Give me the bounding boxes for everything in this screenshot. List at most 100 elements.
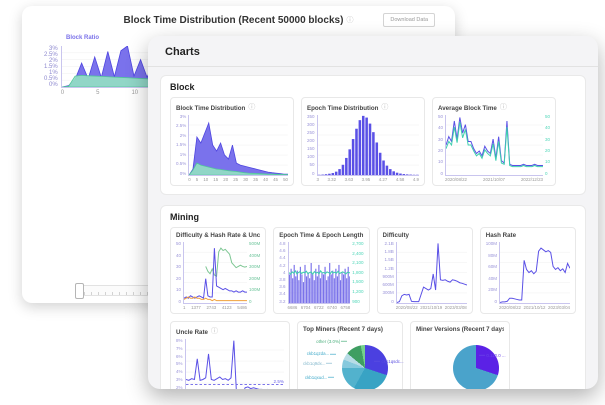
- pie-label: ckb1q9dx...: [303, 361, 332, 366]
- x-axis-label: 2020/08/22: [445, 176, 467, 182]
- x-axis-label: 15: [213, 176, 219, 182]
- y-axis-labels: 3% 2.5% 2% 1.5% 1% 0.5% 0%: [176, 114, 188, 176]
- y-axis-label: 500M: [248, 241, 261, 246]
- y-axis-labels: 8%7%6%5%4%3%2%1%0%: [176, 338, 185, 389]
- chart-card-title: Uncle Rate ⓘ: [176, 328, 218, 336]
- y-axis-label: 30: [544, 136, 550, 142]
- y-axis-label: 50: [176, 241, 182, 246]
- chart-card[interactable]: Difficulty 2.1B 1.8B 1.5B 1.2B 900M 600M 300M 0 2…: [376, 227, 473, 314]
- y-axis-labels: 50 40 30 20 10 0: [176, 241, 183, 304]
- info-icon[interactable]: ⓘ: [499, 104, 507, 111]
- pie-label: ckb1qxud...: [305, 375, 334, 380]
- x-axis-labels: 2020/08/22 2021/10/12 2023/03/04: [499, 304, 570, 310]
- slider-handle[interactable]: [75, 283, 84, 299]
- y-axis-label: 250: [307, 130, 315, 136]
- x-axis-label: 6758: [340, 304, 351, 310]
- y-axis-labels: 350 300 250 200 150 100 50 0: [307, 114, 317, 176]
- chart-card[interactable]: Top Miners (Recent 7 days) other (3.0%) ck…: [297, 321, 404, 389]
- y-axis-label: 1.8B: [384, 249, 394, 255]
- mini-chart: 50 40 30 20 10 0 50 40 30 20 10 0 2020/08/22 2021/10/…: [438, 114, 550, 182]
- chart-card[interactable]: Miner Versions (Recent 7 days) 0.110.0 ..…: [410, 321, 510, 389]
- page-title: Charts: [148, 36, 598, 67]
- pie-chart: other (3.0%) ckb1qzda... ckb1q9dx... ckb1qx…: [303, 336, 404, 389]
- chart-card-title: Average Block Time ⓘ: [438, 104, 507, 112]
- y-axis-labels-right: 2,700 2,400 2,100 1,800 1,500 1,200 900: [350, 241, 364, 304]
- pie-label: 0.110.0 ...: [479, 353, 505, 358]
- x-axis-label: 4.9: [412, 176, 419, 182]
- x-axis-label: 10: [203, 176, 209, 182]
- y-axis-label: 4%: [176, 369, 183, 375]
- y-axis-label: 20: [544, 147, 550, 153]
- y-axis-label: 100M: [485, 241, 498, 246]
- y-axis-label: 1.5%: [44, 64, 58, 70]
- chart-plot: [287, 242, 351, 305]
- pie-label: ckb1qzda...: [307, 351, 336, 356]
- y-axis-labels: 3% 2.5% 2% 1.5% 1% 0.5% 0%: [44, 46, 61, 88]
- x-axis-label: 2023/03/08: [444, 304, 467, 310]
- y-axis-label: 3%: [179, 114, 187, 119]
- x-axis-label: 3.63: [344, 176, 354, 182]
- pie-chart: 0.110.0 ...0.111.0 ...: [416, 336, 506, 389]
- y-axis-label: 3%: [49, 46, 58, 52]
- y-axis-label: 40: [176, 252, 182, 258]
- y-axis-label: 4.6: [279, 248, 286, 254]
- chart-card[interactable]: Uncle Rateⓘ8%7%6%5%4%3%2%1%0%2.5%2020/05…: [170, 321, 290, 389]
- y-axis-label: 7%: [176, 345, 183, 351]
- mini-chart: 50 40 30 20 10 0 500M 400M 300M 200M 100M 0 1 1377 274…: [176, 241, 261, 310]
- x-axis-label: 35: [253, 176, 259, 182]
- y-axis-labels: 2.1B 1.8B 1.5B 1.2B 900M 600M 300M 0: [382, 241, 396, 304]
- y-axis-label: 900M: [382, 273, 394, 279]
- info-icon[interactable]: ⓘ: [248, 104, 256, 111]
- y-axis-label: 3.8: [279, 276, 286, 282]
- y-axis-label: 1.5B: [384, 257, 394, 263]
- x-axis-label: 3: [316, 176, 319, 182]
- info-icon[interactable]: ⓘ: [210, 328, 218, 335]
- y-axis-label: 1,200: [352, 288, 364, 294]
- charts-window: Charts Block Block Time Distribution ⓘ 3% 2…: [148, 36, 598, 389]
- chart-card-title: Miner Versions (Recent 7 days): [416, 326, 504, 333]
- y-axis-label: 2.5%: [44, 52, 58, 58]
- y-axis-label: 2,100: [352, 260, 364, 266]
- chart-plot: [395, 242, 467, 305]
- chart-card[interactable]: Hash Rate 100M 80M 60M 40M 20M 0 2020/08/22 2021…: [479, 227, 576, 314]
- y-axis-label: 3.6: [279, 284, 286, 290]
- y-axis-label: 2%: [176, 384, 183, 389]
- y-axis-labels: 100M 80M 60M 40M 20M 0: [485, 241, 499, 304]
- x-axis-label: 1377: [191, 304, 201, 310]
- chart-card[interactable]: Epoch Time Distribution ⓘ 350 300 250 200 150 1…: [301, 97, 425, 186]
- y-axis-label: 1.5%: [176, 142, 187, 148]
- mini-chart: 350 300 250 200 150 100 50 0 3 3.32 3.63 3.95 4.27 4.…: [307, 114, 419, 182]
- x-axis-label: 45: [273, 176, 278, 182]
- x-axis-label: 2020/08/22: [499, 304, 521, 310]
- y-axis-label: 0: [391, 298, 394, 304]
- y-axis-label: 60M: [488, 264, 498, 270]
- chart-card[interactable]: Epoch Time & Epoch Length 4.8 4.6 4.4 4.2 4 3.…: [273, 227, 370, 314]
- x-axis-label: 4.58: [395, 176, 405, 182]
- x-axis-label: 2021/10/12: [523, 304, 546, 310]
- x-axis-label: 25: [233, 176, 239, 182]
- chart-plot: [183, 242, 247, 305]
- info-icon[interactable]: ⓘ: [381, 104, 389, 111]
- chart-card[interactable]: Average Block Time ⓘ 50 40 30 20 10 0 50 40 30 20 10…: [432, 97, 556, 186]
- y-axis-label: 1,800: [352, 269, 364, 275]
- window-header: Block Time Distribution (Recent 50000 bl…: [22, 6, 455, 32]
- y-axis-label: 1%: [49, 70, 58, 76]
- chart-card[interactable]: Difficulty & Hash Rate & Uncle Rate 50 40 3…: [170, 227, 267, 314]
- y-axis-label: 600M: [382, 282, 394, 288]
- mini-chart: 8%7%6%5%4%3%2%1%0%2.5%2020/05/232021/09/…: [176, 338, 285, 389]
- y-axis-label: 6%: [176, 353, 183, 359]
- y-axis-label: 0%: [179, 170, 187, 176]
- mini-chart: 100M 80M 60M 40M 20M 0 2020/08/22 2021/10/12 202…: [485, 241, 570, 310]
- x-axis-label: 50: [283, 176, 288, 182]
- y-axis-label: 4.2: [279, 262, 286, 268]
- chart-plot: 2.5%: [184, 339, 285, 389]
- mining-cards-row-2: Uncle Rateⓘ8%7%6%5%4%3%2%1%0%2.5%2020/05…: [170, 321, 576, 389]
- mining-section: Mining Difficulty & Hash Rate & Uncle Ra…: [160, 205, 586, 389]
- chart-card[interactable]: Block Time Distribution ⓘ 3% 2.5% 2% 1.5% 1% 0.…: [170, 97, 294, 186]
- download-data-button[interactable]: Download Data: [383, 13, 435, 27]
- chart-legend: Block Ratio: [66, 35, 100, 41]
- y-axis-label: 2.1B: [384, 241, 394, 246]
- info-icon[interactable]: ⓘ: [346, 17, 354, 24]
- x-axis-labels: 2020/08/22 2021/10/19 2023/03/08: [396, 304, 467, 310]
